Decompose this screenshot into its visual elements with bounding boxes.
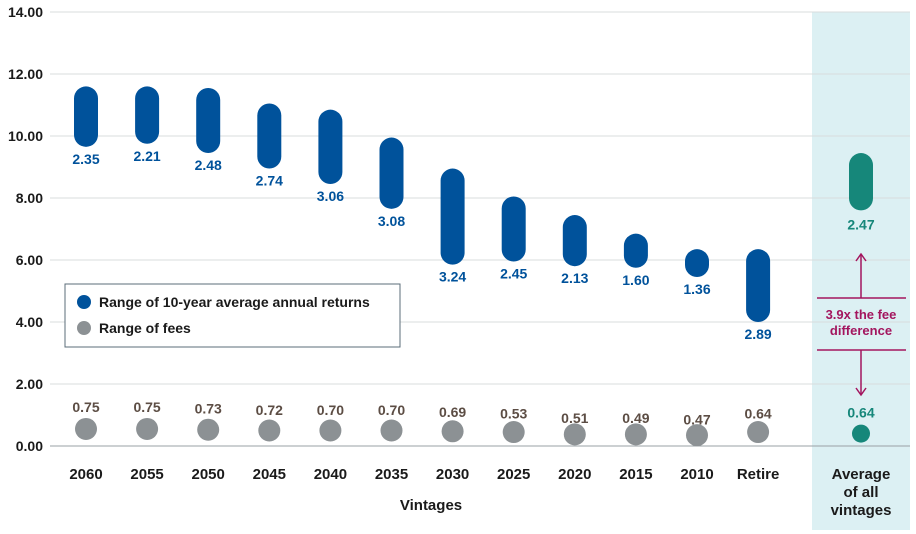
average-returns-range-bar	[849, 153, 873, 211]
returns-range-bar	[501, 196, 526, 262]
fee-data-label: 0.70	[317, 402, 344, 418]
legend-fees-swatch	[77, 321, 91, 335]
y-tick-label: 10.00	[8, 128, 43, 144]
x-axis-title: Vintages	[400, 497, 462, 514]
fee-data-label: 0.69	[439, 404, 466, 420]
fee-range-bar	[502, 421, 525, 444]
returns-data-label: 2.35	[72, 151, 99, 167]
arrow-up-icon	[855, 252, 867, 262]
data-labels: 2.35 0.75 2.21 0.75 2.48 0.73 2.74 0.72 3.06 0.70…	[72, 148, 874, 428]
fee-range-bar	[563, 423, 586, 446]
fee-range-bar	[197, 418, 220, 441]
returns-range-bar	[318, 109, 343, 185]
fee-data-label: 0.75	[72, 399, 99, 415]
fee-difference-annotation-text: 3.9x the fee	[826, 307, 897, 322]
average-fee-range-bar	[852, 424, 870, 443]
y-tick-label: 12.00	[8, 66, 43, 82]
legend-box	[64, 283, 401, 348]
legend-returns-label: Range of 10-year average annual returns	[99, 294, 370, 310]
fee-data-label: 0.75	[133, 399, 160, 415]
x-tick-label: 2040	[314, 466, 347, 483]
returns-range-bar	[257, 103, 282, 169]
fee-data-label: 0.49	[622, 410, 649, 426]
x-axis: 2060 2055 2050 2045 2040 2035 2030 2025 2020 2015…	[69, 466, 891, 519]
average-category-label: of all	[843, 484, 878, 501]
fee-range-bar	[258, 419, 281, 442]
returns-range-bar	[746, 249, 771, 322]
x-tick-label: 2025	[497, 466, 530, 483]
fee-data-label: 0.53	[500, 405, 527, 421]
returns-data-label: 1.36	[683, 281, 710, 297]
x-tick-label: 2035	[375, 466, 408, 483]
x-tick-label: 2055	[130, 466, 163, 483]
average-fee-label: 0.64	[847, 404, 874, 420]
fee-data-label: 0.51	[561, 410, 588, 426]
fee-data-label: 0.72	[256, 402, 283, 418]
returns-range-bar	[74, 86, 98, 147]
returns-range-bar	[196, 87, 221, 154]
returns-data-label: 2.74	[256, 173, 283, 189]
y-tick-label: 14.00	[8, 4, 43, 20]
y-tick-label: 2.00	[16, 376, 43, 392]
returns-data-label: 2.89	[744, 326, 771, 342]
average-returns-label: 2.47	[847, 216, 874, 232]
fee-range-bar	[686, 424, 708, 447]
fee-data-label: 0.70	[378, 402, 405, 418]
returns-data-label: 3.08	[378, 213, 405, 229]
returns-data-label: 2.21	[133, 148, 160, 164]
x-tick-label: 2015	[619, 466, 652, 483]
gridlines	[50, 11, 910, 447]
fee-range-bar	[380, 419, 403, 442]
y-tick-label: 4.00	[16, 314, 43, 330]
returns-range-bar	[440, 168, 465, 265]
returns-data-label: 3.06	[317, 188, 344, 204]
legend-fees-label: Range of fees	[99, 320, 191, 336]
x-tick-label: 2050	[192, 466, 225, 483]
returns-range-bar	[562, 215, 587, 267]
returns-data-label: 3.24	[439, 269, 466, 285]
returns-range-bar	[379, 137, 404, 209]
legend-returns-swatch	[77, 295, 91, 309]
x-tick-label: 2010	[680, 466, 713, 483]
returns-data-label: 2.45	[500, 266, 527, 282]
fee-data-label: 0.64	[744, 405, 771, 421]
returns-range-bar	[685, 249, 709, 278]
x-tick-label: 2030	[436, 466, 469, 483]
fee-range-bar	[319, 419, 342, 442]
fee-difference-annotation-text: difference	[830, 323, 892, 338]
y-tick-label: 6.00	[16, 252, 43, 268]
range-bars	[74, 86, 873, 447]
arrow-down-icon	[855, 387, 867, 397]
fee-range-bar	[75, 417, 97, 440]
x-tick-label: 2060	[69, 466, 102, 483]
returns-range-bar	[135, 86, 160, 144]
fee-range-bar	[624, 423, 647, 446]
x-tick-label: 2045	[253, 466, 286, 483]
x-tick-label: Retire	[737, 466, 780, 483]
fee-range-bar	[441, 420, 464, 443]
returns-data-label: 2.48	[195, 157, 222, 173]
fee-range-bar	[136, 417, 159, 440]
fee-range-bar	[747, 421, 770, 444]
y-tick-label: 0.00	[16, 438, 43, 454]
fee-data-label: 0.73	[195, 401, 222, 417]
fee-data-label: 0.47	[683, 412, 710, 428]
y-axis: 0.00 2.00 4.00 6.00 8.00 10.00 12.00 14.00	[8, 4, 43, 454]
y-tick-label: 8.00	[16, 190, 43, 206]
returns-data-label: 1.60	[622, 272, 649, 288]
x-tick-label: 2020	[558, 466, 591, 483]
average-category-label: Average	[832, 466, 891, 483]
average-category-label: vintages	[831, 502, 892, 519]
legend: Range of 10-year average annual returns R…	[64, 283, 401, 348]
returns-data-label: 2.13	[561, 270, 588, 286]
returns-range-bar	[623, 233, 648, 268]
